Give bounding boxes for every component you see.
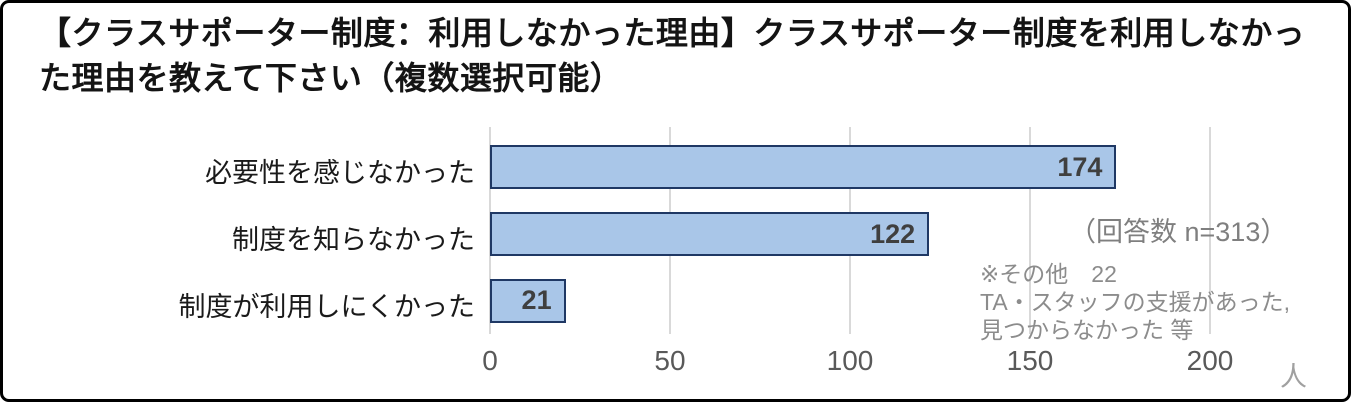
gridline xyxy=(1209,127,1211,334)
bar-value-label: 174 xyxy=(1057,151,1103,182)
other-note-line: TA・スタッフの支援があった, xyxy=(980,289,1291,315)
category-label: 制度が利用しにくかった xyxy=(178,291,475,322)
response-count-note: （回答数 n=313） xyxy=(1069,217,1288,247)
category-label: 制度を知らなかった xyxy=(232,225,475,255)
x-tick-label: 150 xyxy=(1006,345,1054,376)
other-answers-note: ※その他 22 TA・スタッフの支援があった, 見つからなかった 等 xyxy=(980,260,1290,344)
category-label: 必要性を感じなかった xyxy=(205,158,475,189)
x-tick-label: 200 xyxy=(1186,345,1234,376)
other-note-line: 見つからなかった 等 xyxy=(980,317,1194,343)
bar: 122 xyxy=(490,212,930,256)
other-note-line: ※その他 22 xyxy=(980,261,1117,287)
chart-title: 【クラスサポーター制度：利用しなかった理由】クラスサポーター制度を利用しなかった… xyxy=(39,15,1306,96)
gridline xyxy=(1029,127,1031,334)
bar: 174 xyxy=(490,145,1117,190)
x-tick-label: 0 xyxy=(482,345,498,376)
x-axis-unit-label: 人 xyxy=(1280,362,1307,392)
bar: 21 xyxy=(490,278,566,323)
bar-value-label: 122 xyxy=(870,218,916,249)
x-tick-label: 50 xyxy=(654,345,686,376)
bar-value-label: 21 xyxy=(521,285,552,316)
x-tick-label: 100 xyxy=(826,345,874,376)
plot-area: 174 122 21 必要性を感じなかった 制度を知らなかった 制度が利用しにくかった … xyxy=(3,3,1348,399)
